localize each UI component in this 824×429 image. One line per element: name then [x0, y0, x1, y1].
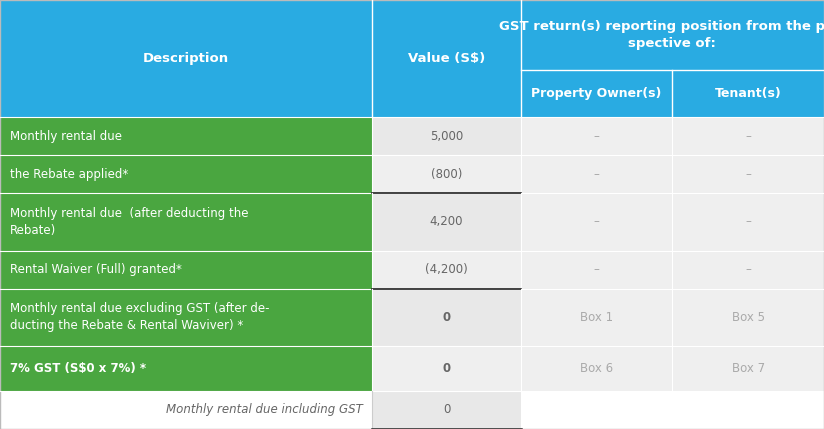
- Text: Box 6: Box 6: [580, 362, 613, 375]
- Bar: [672, 70, 824, 117]
- Bar: [372, 155, 521, 193]
- Text: –: –: [593, 215, 600, 228]
- Text: 5,000: 5,000: [430, 130, 463, 142]
- Text: –: –: [593, 263, 600, 276]
- Bar: [672, 289, 824, 346]
- Text: –: –: [745, 130, 751, 142]
- Bar: [521, 193, 672, 251]
- Text: Monthly rental due excluding GST (after de-
ducting the Rebate & Rental Waviver): Monthly rental due excluding GST (after …: [10, 302, 269, 332]
- Text: 0: 0: [442, 311, 451, 324]
- Bar: [372, 251, 521, 289]
- Text: (800): (800): [431, 168, 462, 181]
- Bar: [672, 346, 824, 391]
- Text: (4,200): (4,200): [425, 263, 468, 276]
- Text: Box 5: Box 5: [732, 311, 765, 324]
- Text: the Rebate applied*: the Rebate applied*: [10, 168, 129, 181]
- Bar: [372, 193, 521, 251]
- Text: 0: 0: [443, 403, 450, 417]
- Bar: [0, 0, 372, 117]
- Bar: [0, 346, 372, 391]
- Bar: [521, 155, 672, 193]
- Bar: [672, 155, 824, 193]
- Bar: [521, 251, 672, 289]
- Text: Property Owner(s): Property Owner(s): [531, 87, 662, 100]
- Bar: [521, 346, 672, 391]
- Text: Monthly rental due: Monthly rental due: [10, 130, 122, 142]
- Text: –: –: [745, 263, 751, 276]
- Bar: [372, 0, 521, 117]
- Bar: [521, 117, 672, 155]
- Bar: [0, 155, 372, 193]
- Text: 4,200: 4,200: [430, 215, 463, 228]
- Text: Box 1: Box 1: [580, 311, 613, 324]
- Text: Box 7: Box 7: [732, 362, 765, 375]
- Bar: [372, 391, 521, 429]
- Text: 7% GST (S$0 x 7%) *: 7% GST (S$0 x 7%) *: [10, 362, 146, 375]
- Text: –: –: [745, 168, 751, 181]
- Bar: [0, 251, 372, 289]
- Bar: [372, 117, 521, 155]
- Bar: [0, 391, 372, 429]
- Bar: [372, 346, 521, 391]
- Text: Monthly rental due  (after deducting the
Rebate): Monthly rental due (after deducting the …: [10, 207, 248, 237]
- Bar: [521, 0, 824, 70]
- Text: Rental Waiver (Full) granted*: Rental Waiver (Full) granted*: [10, 263, 182, 276]
- Bar: [372, 289, 521, 346]
- Text: 0: 0: [442, 362, 451, 375]
- Bar: [672, 193, 824, 251]
- Text: GST return(s) reporting position from the per-
spective of:: GST return(s) reporting position from th…: [499, 20, 824, 50]
- Bar: [672, 251, 824, 289]
- Text: Monthly rental due including GST: Monthly rental due including GST: [166, 403, 363, 417]
- Text: Tenant(s): Tenant(s): [714, 87, 782, 100]
- Text: –: –: [593, 168, 600, 181]
- Text: Value (S$): Value (S$): [408, 52, 485, 65]
- Text: –: –: [745, 215, 751, 228]
- Bar: [672, 117, 824, 155]
- Text: Description: Description: [143, 52, 229, 65]
- Bar: [521, 70, 672, 117]
- Text: –: –: [593, 130, 600, 142]
- Bar: [0, 117, 372, 155]
- Bar: [0, 289, 372, 346]
- Bar: [0, 193, 372, 251]
- Bar: [521, 289, 672, 346]
